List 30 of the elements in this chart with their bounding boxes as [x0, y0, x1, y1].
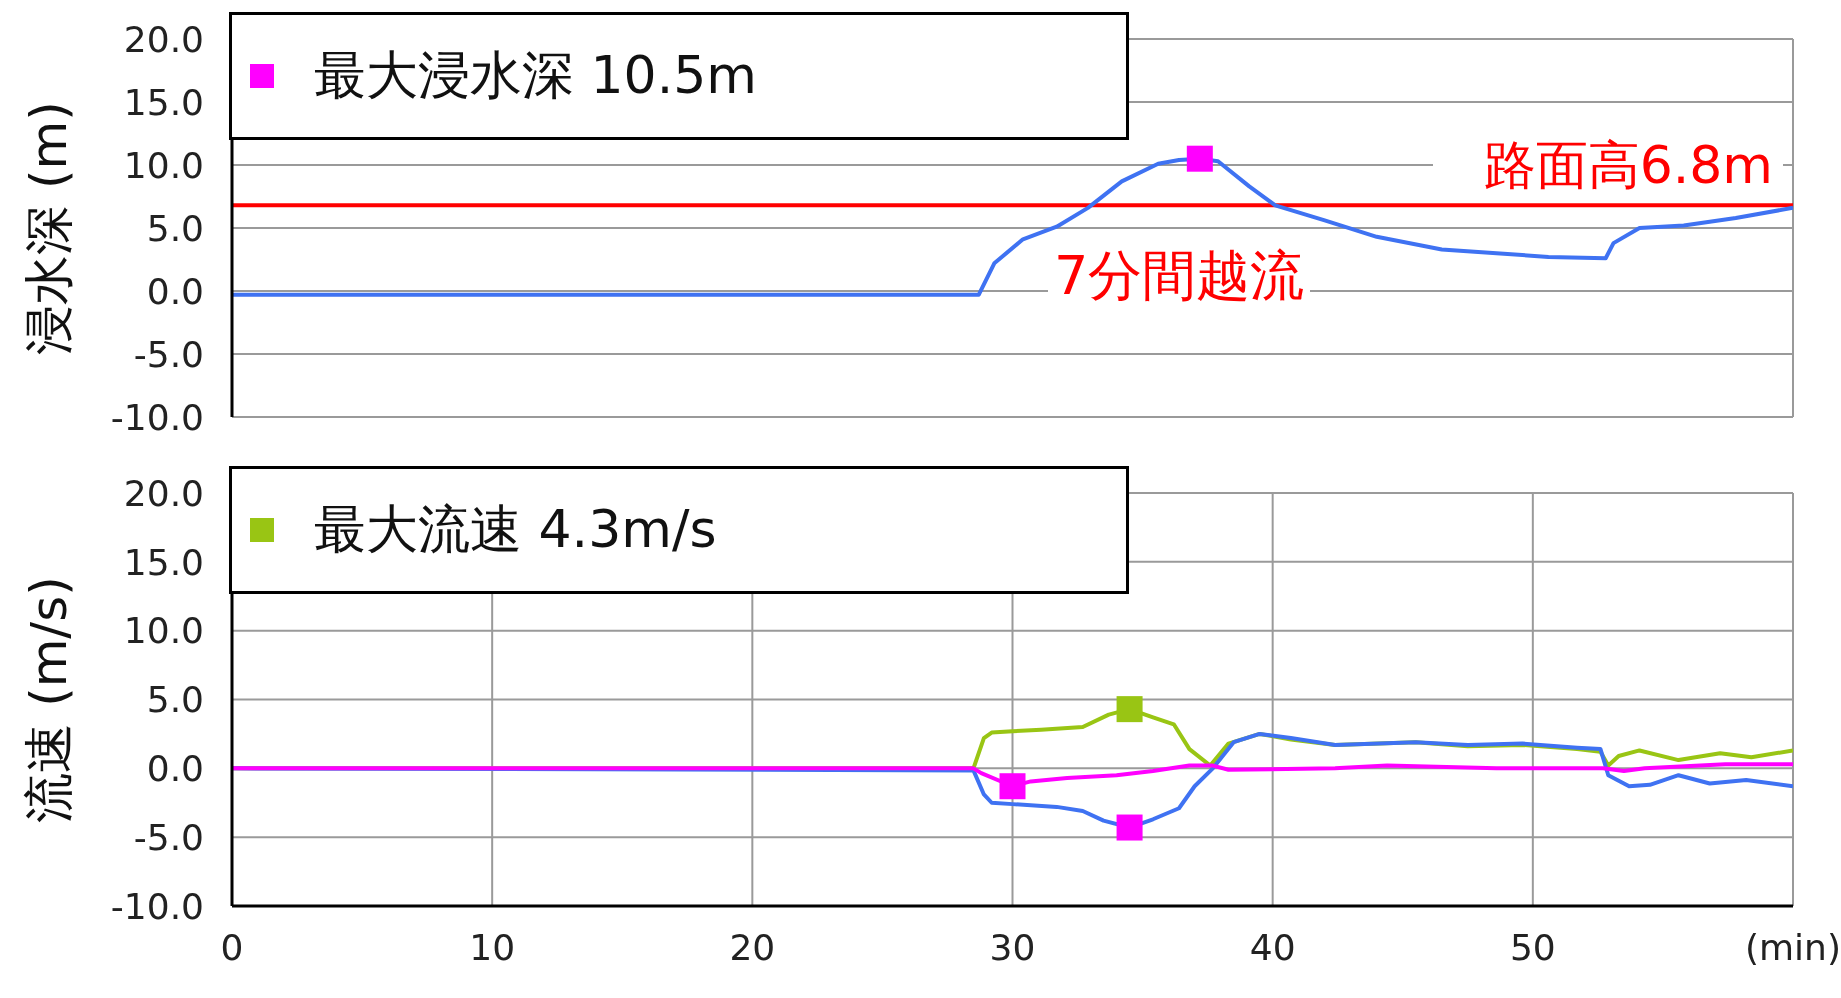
y-tick-label: 20.0 [123, 472, 204, 514]
y-tick-label: 0.0 [146, 748, 204, 790]
legend-label: 最大流速 4.3m/s [314, 498, 717, 561]
y-tick-label: -5.0 [133, 816, 204, 858]
ref-line-label: 路面高6.8m [1483, 135, 1773, 196]
y-tick-label: 5.0 [146, 679, 204, 721]
x-tick-label: (min) [1745, 926, 1841, 968]
x-tick-label: 30 [989, 926, 1036, 968]
x-tick-label: 40 [1249, 926, 1296, 968]
y-axis-title: 浸水深 (m) [19, 101, 78, 355]
y-tick-label: -10.0 [110, 885, 204, 927]
y-tick-label: 10.0 [123, 610, 204, 652]
y-axis-title: 流速 (m/s) [19, 576, 78, 823]
y-tick-label: 10.0 [123, 144, 204, 186]
legend-label: 最大浸水深 10.5m [314, 44, 757, 107]
point [1116, 814, 1143, 841]
y-tick-label: 5.0 [146, 207, 204, 249]
y-tick-label: -5.0 [133, 333, 204, 375]
y-tick-label: -10.0 [110, 396, 204, 438]
y-tick-label: 15.0 [123, 81, 204, 123]
x-tick-label: 20 [729, 926, 776, 968]
y-tick-label: 15.0 [123, 541, 204, 583]
x-tick-label: 50 [1509, 926, 1556, 968]
x-tick-label: 10 [469, 926, 516, 968]
point [1116, 696, 1143, 723]
annotation: 7分間越流 [1048, 240, 1311, 313]
y-tick-label: 0.0 [146, 270, 204, 312]
point [999, 773, 1026, 800]
y-tick-label: 20.0 [123, 18, 204, 60]
x-tick-label: 0 [220, 926, 244, 968]
